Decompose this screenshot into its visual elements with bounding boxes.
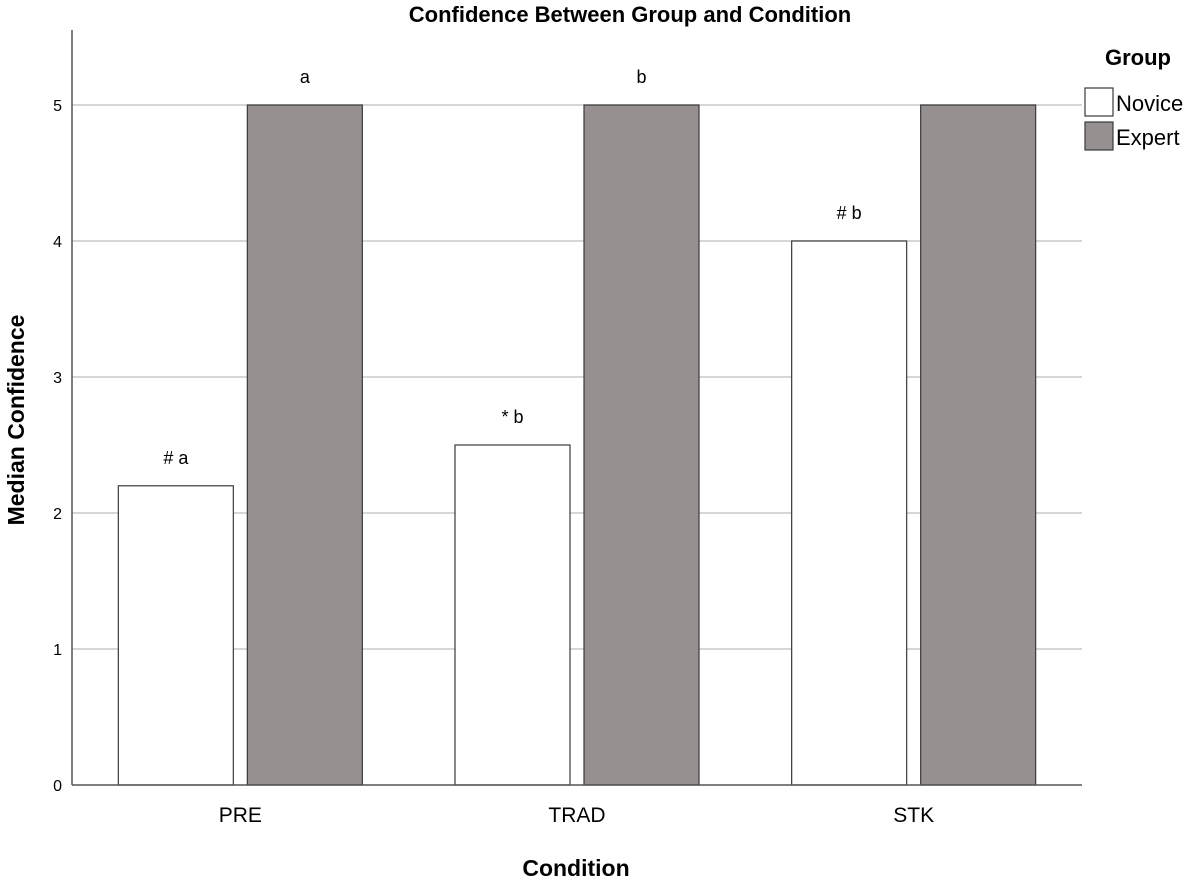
bars	[117, 104, 1037, 786]
y-tick-labels: 0 1 2 3 4 5	[53, 98, 62, 795]
bar-annotation: # b	[837, 203, 862, 223]
bar-expert	[920, 104, 1037, 786]
bar-novice	[117, 485, 234, 786]
bar-annotation: a	[300, 67, 311, 87]
y-tick-label: 0	[53, 778, 62, 795]
x-tick-label: TRAD	[548, 804, 605, 827]
legend-label: Expert	[1116, 125, 1180, 150]
legend-label: Novice	[1116, 91, 1183, 116]
bar-annotation: b	[636, 67, 646, 87]
x-tick-labels: PRE TRAD STK	[219, 804, 934, 827]
bar-annotation: # a	[163, 448, 189, 468]
y-tick-label: 4	[53, 234, 62, 251]
y-tick-label: 5	[53, 98, 62, 115]
x-tick-label: STK	[893, 804, 934, 827]
axes	[71, 30, 1082, 786]
bar-expert	[246, 104, 363, 786]
legend-title: Group	[1105, 45, 1171, 70]
bar-novice	[454, 444, 571, 786]
legend: Group Novice Expert	[1084, 45, 1183, 151]
y-tick-label: 1	[53, 642, 62, 659]
legend-swatch-novice	[1084, 87, 1114, 117]
gridlines	[72, 104, 1082, 650]
bar-novice	[791, 240, 908, 786]
x-tick-label: PRE	[219, 804, 262, 827]
y-tick-label: 2	[53, 506, 62, 523]
x-axis-label: Condition	[522, 855, 629, 881]
legend-swatch-expert	[1084, 121, 1114, 151]
chart-title: Confidence Between Group and Condition	[409, 2, 851, 27]
bar-annotation: * b	[501, 407, 523, 427]
bar-expert	[583, 104, 700, 786]
bar-annotations: # a a * b b # b	[163, 67, 861, 468]
y-tick-label: 3	[53, 370, 62, 387]
y-axis-label: Median Confidence	[3, 315, 29, 526]
